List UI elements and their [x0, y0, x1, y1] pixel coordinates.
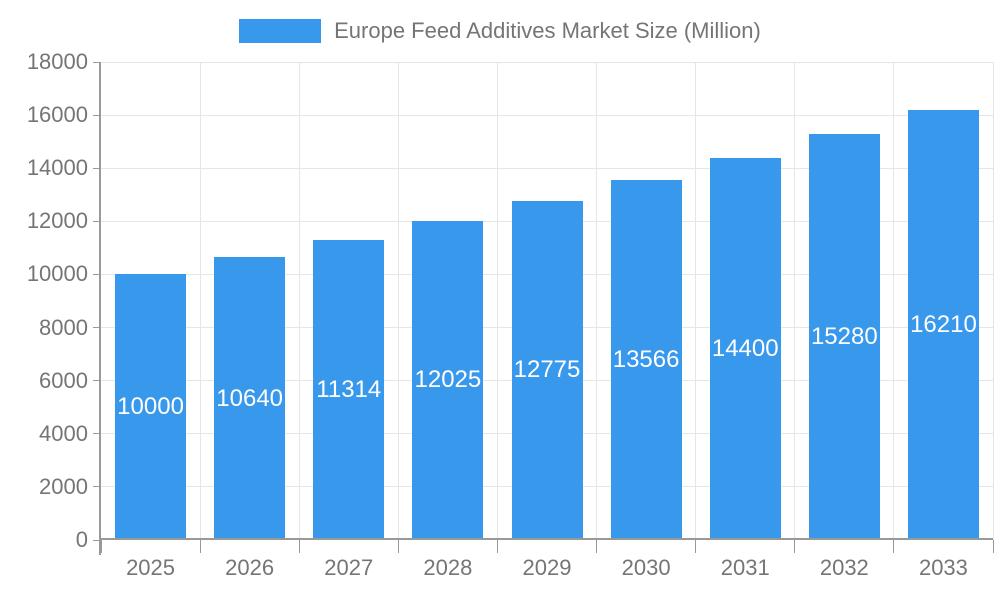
legend-item[interactable]: Europe Feed Additives Market Size (Milli… — [0, 19, 1000, 43]
x-axis-tick — [397, 540, 399, 553]
x-gridline — [992, 62, 994, 540]
y-axis-tick — [93, 167, 101, 169]
x-axis-line — [101, 538, 993, 540]
bar[interactable]: 12775 — [511, 200, 583, 540]
y-axis-tick — [93, 486, 101, 488]
bar[interactable]: 11314 — [313, 239, 385, 540]
y-gridline — [101, 114, 993, 116]
bar[interactable]: 13566 — [610, 179, 682, 540]
x-gridline — [596, 62, 598, 540]
x-axis-tick — [794, 540, 796, 553]
y-axis-tick — [93, 61, 101, 63]
y-axis-tick-label: 2000 — [39, 473, 88, 499]
x-axis-tick — [992, 540, 994, 553]
x-gridline — [199, 62, 201, 540]
legend-label: Europe Feed Additives Market Size (Milli… — [334, 18, 761, 43]
x-axis-tick — [199, 540, 201, 553]
legend-swatch — [239, 19, 322, 43]
bar-value-label: 15280 — [810, 323, 878, 351]
y-axis-tick-label: 0 — [75, 527, 88, 552]
plot-area: 10000 10640 11314 12025 12775 13566 14400 15280… — [101, 61, 994, 540]
x-gridline — [496, 62, 498, 540]
x-axis-tick — [695, 540, 697, 553]
y-axis-tick — [93, 273, 101, 275]
x-gridline — [695, 62, 697, 540]
y-axis-tick — [93, 433, 101, 435]
y-axis-tick-label: 12000 — [26, 208, 88, 234]
y-axis-tick-label: 6000 — [39, 367, 88, 393]
x-axis-tick-label: 2026 — [225, 555, 275, 580]
x-axis-tick — [596, 540, 598, 553]
bar-value-label: 10000 — [117, 393, 184, 421]
y-axis-tick-label: 10000 — [26, 261, 88, 287]
bar-value-label: 16210 — [910, 310, 977, 338]
bar-value-label: 14400 — [711, 334, 779, 362]
x-axis-tick — [893, 540, 895, 553]
x-axis-tick-label: 2027 — [324, 555, 374, 580]
bar-value-label: 12025 — [414, 366, 482, 394]
x-axis-tick-label: 2030 — [621, 555, 671, 580]
x-axis-tick-label: 2031 — [720, 555, 770, 580]
y-axis-tick — [93, 220, 101, 222]
x-axis-tick — [496, 540, 498, 553]
bar-value-label: 13566 — [612, 345, 680, 373]
bar[interactable]: 10640 — [214, 257, 286, 540]
bar[interactable]: 15280 — [808, 134, 880, 540]
y-gridline — [101, 167, 993, 169]
bar[interactable]: 14400 — [709, 157, 781, 540]
x-gridline — [893, 62, 895, 540]
y-axis-tick — [93, 539, 101, 541]
bar-value-label: 10640 — [216, 384, 284, 412]
x-axis-tick-label: 2029 — [522, 555, 572, 580]
bar[interactable]: 12025 — [412, 220, 484, 540]
x-gridline — [397, 62, 399, 540]
y-axis-tick — [93, 327, 101, 329]
bar[interactable]: 16210 — [907, 109, 979, 540]
y-axis-tick-label: 14000 — [26, 155, 88, 181]
y-axis-tick-label: 16000 — [26, 102, 88, 128]
x-axis-tick-label: 2028 — [423, 555, 473, 580]
y-axis-tick-label: 18000 — [26, 49, 88, 74]
y-axis-tick — [93, 114, 101, 116]
x-axis-tick-label: 2033 — [918, 555, 968, 580]
y-gridline — [101, 61, 993, 63]
x-axis-tick — [298, 540, 300, 553]
y-axis-tick — [93, 380, 101, 382]
x-axis-tick — [100, 540, 102, 553]
x-gridline — [298, 62, 300, 540]
y-axis-tick-label: 4000 — [39, 420, 88, 446]
bar[interactable]: 10000 — [115, 274, 187, 540]
bar-value-label: 11314 — [316, 375, 382, 403]
x-axis-tick-label: 2025 — [126, 555, 176, 580]
bar-value-label: 12775 — [513, 356, 581, 384]
y-axis-tick-label: 8000 — [39, 314, 88, 340]
x-gridline — [794, 62, 796, 540]
y-axis-line — [99, 62, 101, 555]
x-axis-tick-label: 2032 — [819, 555, 869, 580]
